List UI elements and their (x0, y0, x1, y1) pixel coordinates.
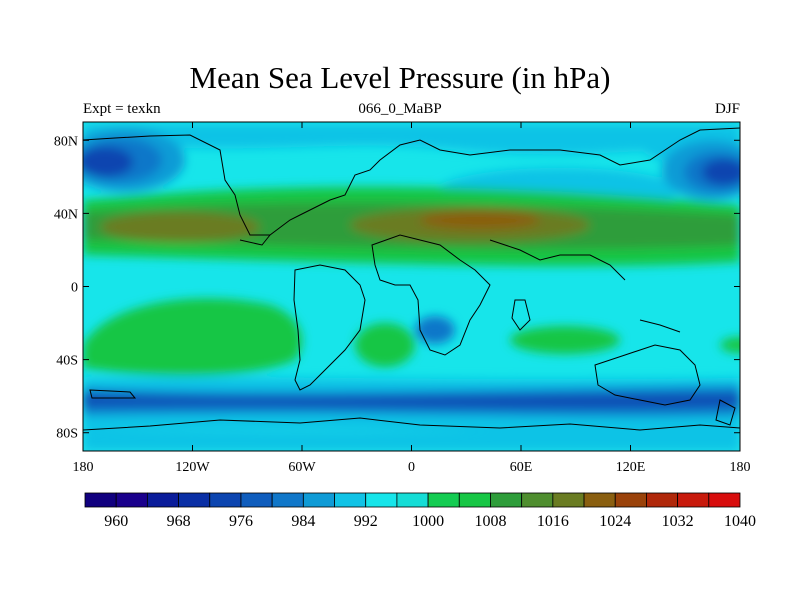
y-axis: 80N 40N 0 40S 80S (54, 134, 740, 442)
colorbar-swatch (271, 492, 304, 508)
colorbar-label: 984 (291, 513, 315, 530)
colorbar-label: 960 (104, 513, 128, 530)
colorbar-swatch (334, 492, 367, 508)
colorbar-swatch (427, 492, 460, 508)
south-asia-coast (489, 239, 626, 281)
x-tick-label: 60W (288, 460, 316, 475)
arctic-band (83, 124, 740, 155)
x-tick-label: 120W (175, 460, 210, 475)
colorbar-swatch (677, 492, 710, 508)
colorbar-swatch (521, 492, 554, 508)
antarctic-band (83, 428, 740, 451)
colorbar-swatch (552, 492, 585, 508)
colorbar-swatch (614, 492, 647, 508)
season-label: DJF (714, 101, 740, 117)
y-tick-label: 40S (56, 354, 78, 369)
x-tick-label: 180 (73, 460, 94, 475)
colorbar-swatch (708, 492, 741, 508)
colorbar-swatch (490, 492, 523, 508)
experiment-label: Expt = texkn (83, 101, 161, 117)
period-label: 066_0_MaBP (358, 101, 442, 117)
y-tick-label: 0 (71, 281, 78, 296)
colorbar-label: 1016 (537, 513, 569, 530)
colorbar-label: 992 (354, 513, 378, 530)
africa-coast (371, 234, 491, 356)
colorbar-swatch (178, 492, 211, 508)
colorbar-swatch (646, 492, 679, 508)
n-pac-low-inner (702, 159, 740, 185)
new-zealand-coast (715, 399, 736, 426)
x-tick-label: 0 (408, 460, 415, 475)
colorbar-label: 976 (229, 513, 253, 530)
y-tick-label: 40N (54, 207, 78, 222)
x-tick-label: 60E (510, 460, 533, 475)
caribbean-coast (239, 234, 271, 246)
colorbar-label: 1040 (724, 513, 756, 530)
n-atl-low-inner (83, 147, 133, 177)
contour-field (83, 122, 740, 451)
colorbar-label: 1032 (662, 513, 694, 530)
x-tick-label: 120E (616, 460, 646, 475)
madagascar-coast (511, 299, 531, 331)
south-island-outline (89, 389, 137, 399)
colorbar-swatch (365, 492, 398, 508)
colorbar-swatch (115, 492, 148, 508)
south-america-coast (293, 264, 366, 391)
africa-low (415, 316, 455, 344)
east-edge-high (720, 337, 740, 353)
y-tick-label: 80N (54, 134, 78, 149)
colorbar-label: 1024 (599, 513, 631, 530)
colorbar-swatch (209, 492, 242, 508)
colorbar: 960 968 976 984 992 1000 1008 1016 1024 1032 1040 (84, 492, 756, 530)
colorbar-swatch (146, 492, 179, 508)
colorbar-swatch (396, 492, 429, 508)
indian-ocean-high (510, 326, 620, 354)
antarctica-coast (83, 417, 740, 431)
south-pacific-high (83, 298, 302, 376)
colorbar-swatch (583, 492, 616, 508)
colorbar-swatch (240, 492, 273, 508)
azores-high (100, 212, 260, 242)
southern-trough-core (83, 395, 740, 408)
chart-title: Mean Sea Level Pressure (in hPa) (189, 60, 611, 95)
x-tick-label: 180 (730, 460, 751, 475)
south-atlantic-high (355, 323, 415, 367)
y-tick-label: 80S (56, 427, 78, 442)
australia-coast (594, 344, 701, 406)
colorbar-swatch (302, 492, 335, 508)
coastlines (83, 127, 740, 431)
north-coast-line (83, 127, 740, 236)
colorbar-label: 1000 (412, 513, 444, 530)
x-axis: 180 120W 60W 0 60E 120E 180 (73, 122, 751, 475)
maritime-coast (639, 319, 681, 333)
colorbar-swatch (84, 492, 117, 508)
colorbar-label: 968 (167, 513, 191, 530)
colorbar-swatch (458, 492, 491, 508)
asian-high-core (420, 211, 540, 229)
colorbar-label: 1008 (474, 513, 506, 530)
